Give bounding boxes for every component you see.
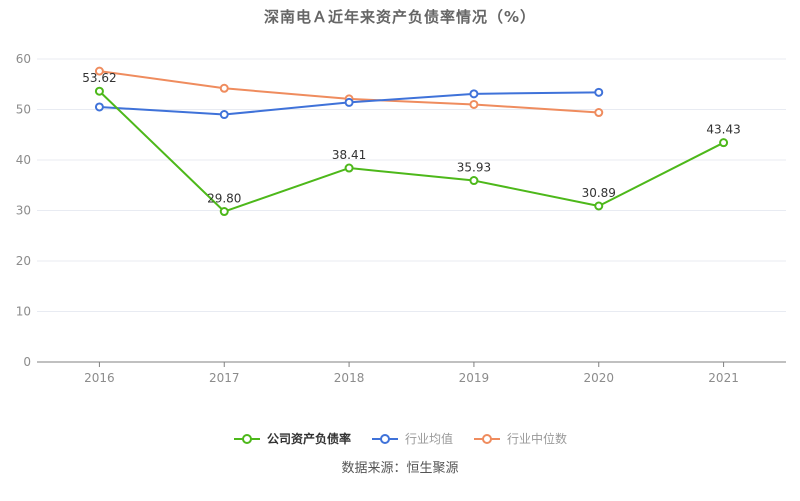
y-axis-label: 10 xyxy=(16,305,31,319)
legend: 公司资产负债率 行业均值 行业中位数 xyxy=(0,430,800,447)
line-marker-icon xyxy=(233,433,260,444)
series-point-company-2018 xyxy=(344,163,354,173)
series-point-industry-median-2017 xyxy=(219,83,229,93)
legend-label-industry-mean: 行业均值 xyxy=(404,432,453,446)
x-axis-label: 2020 xyxy=(583,371,614,385)
series-point-industry-mean-2017 xyxy=(219,110,229,120)
chart-title: 深南电Ａ近年来资产负债率情况（%） xyxy=(263,8,537,26)
y-axis-label: 40 xyxy=(16,153,31,167)
x-axis-label: 2018 xyxy=(334,371,365,385)
series-point-company-2016 xyxy=(94,86,104,96)
legend-item-company[interactable]: 公司资产负债率 xyxy=(233,430,351,447)
y-axis-label: 50 xyxy=(16,103,31,117)
series-point-industry-median-2019 xyxy=(469,99,479,109)
y-axis-label: 60 xyxy=(16,52,31,66)
series-line-company xyxy=(98,90,725,213)
line-marker-icon xyxy=(371,433,398,444)
line-chart: 0 10 20 30 40 50 60 2016 2017 2018 2019 2020 2021 53.… xyxy=(16,52,786,385)
series-point-industry-mean-2019 xyxy=(469,89,479,99)
value-label-company-2017: 29.80 xyxy=(207,192,241,206)
data-source: 数据来源：恒生聚源 xyxy=(341,461,459,476)
legend-item-industry-mean[interactable]: 行业均值 xyxy=(371,430,453,447)
series-point-company-2019 xyxy=(469,176,479,186)
legend-label-industry-median: 行业中位数 xyxy=(507,432,568,446)
x-axis-label: 2021 xyxy=(708,371,739,385)
legend-label-company: 公司资产负债率 xyxy=(266,432,351,446)
series-point-company-2021 xyxy=(719,138,729,148)
y-axis-label: 20 xyxy=(16,254,31,268)
series-point-industry-mean-2016 xyxy=(94,102,104,112)
series-point-company-2020 xyxy=(594,201,604,211)
series-point-company-2017 xyxy=(219,207,229,217)
series-point-industry-mean-2020 xyxy=(594,87,604,97)
value-label-company-2020: 30.89 xyxy=(582,186,616,200)
y-axis-label: 0 xyxy=(23,355,31,369)
value-label-company-2016: 53.62 xyxy=(82,71,116,85)
legend-item-industry-median[interactable]: 行业中位数 xyxy=(473,430,567,447)
y-axis-label: 30 xyxy=(16,204,31,218)
x-axis-label: 2019 xyxy=(459,371,490,385)
value-label-company-2018: 38.41 xyxy=(332,148,366,162)
series-point-industry-mean-2018 xyxy=(344,97,354,107)
series-point-industry-median-2016 xyxy=(94,66,104,76)
line-marker-icon xyxy=(474,433,500,444)
value-label-company-2019: 35.93 xyxy=(457,161,491,175)
series-point-industry-median-2020 xyxy=(594,108,604,118)
x-axis-label: 2016 xyxy=(84,371,115,385)
value-label-company-2021: 43.43 xyxy=(706,123,740,137)
x-axis-label: 2017 xyxy=(209,371,240,385)
